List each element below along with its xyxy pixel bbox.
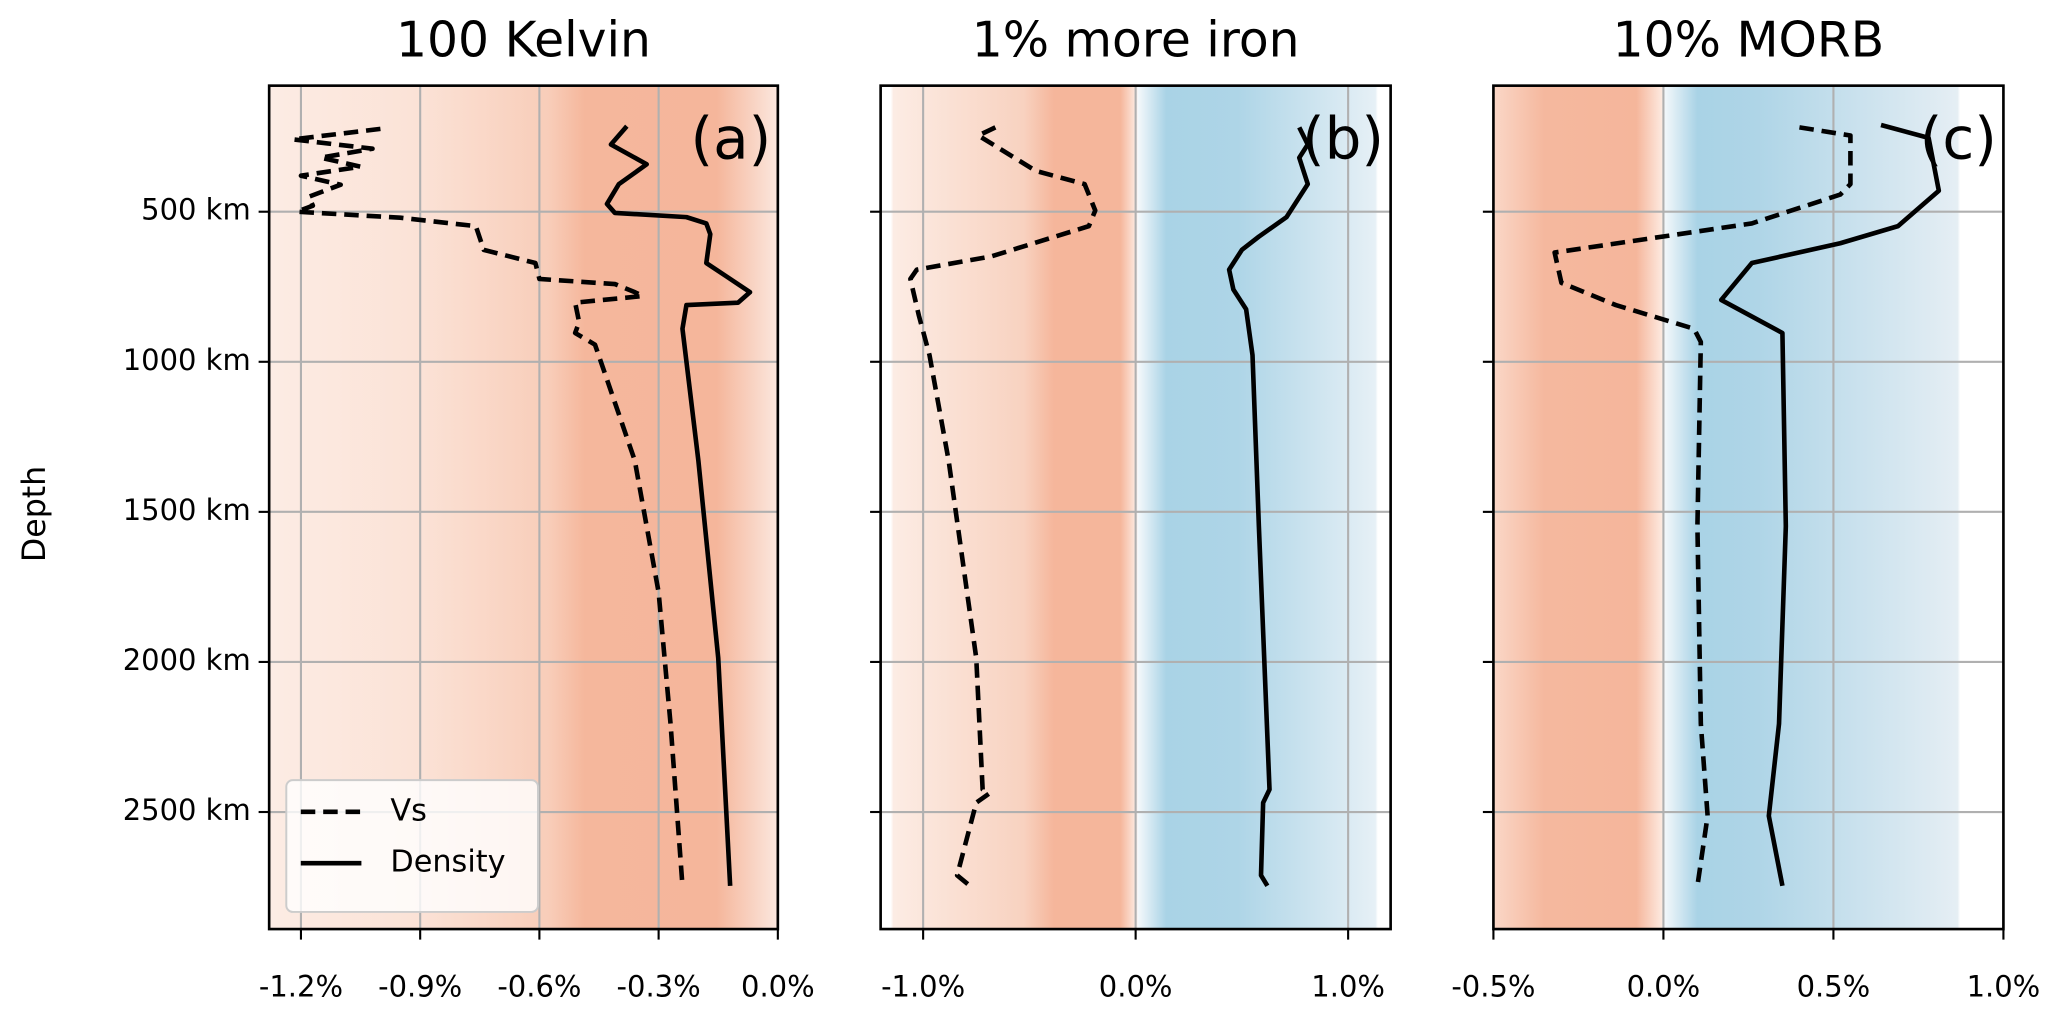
series-line: [1718, 122, 1942, 887]
legend-label: Density: [390, 845, 505, 880]
panel-label: (b): [1302, 104, 1384, 172]
series-line: [1226, 126, 1311, 888]
panel-label: (a): [690, 104, 771, 172]
plot-frame: [879, 84, 1392, 931]
y-tick-label: 2500 km: [123, 793, 251, 827]
legend-label: Vs: [390, 793, 427, 828]
x-tick-label: 0.5%: [1797, 969, 1871, 1003]
x-tick-label: -1.0%: [881, 969, 965, 1003]
chart-title: 1% more iron: [972, 12, 1300, 68]
x-tick-label: -1.2%: [259, 969, 343, 1003]
x-tick-label: 0.0%: [1099, 969, 1173, 1003]
chart-title: 100 Kelvin: [396, 12, 651, 68]
y-tick-label: 1000 km: [123, 343, 251, 377]
plot-frame: [1492, 84, 2005, 931]
x-tick-label: 1.0%: [1967, 969, 2041, 1003]
chart-title: 10% MORB: [1613, 12, 1885, 68]
y-tick-label: 2000 km: [123, 643, 251, 677]
panel-label: (c): [1920, 104, 1997, 172]
x-tick-label: -0.3%: [617, 969, 701, 1003]
x-tick-label: 1.0%: [1311, 969, 1385, 1003]
series-line: [290, 126, 685, 887]
y-tick-label: 1500 km: [123, 493, 251, 527]
series-line: [908, 125, 1098, 888]
series-line: [604, 124, 753, 886]
x-tick-label: 0.0%: [741, 969, 815, 1003]
x-tick-label: 0.0%: [1627, 969, 1701, 1003]
y-tick-label: 500 km: [141, 193, 251, 227]
x-tick-label: -0.9%: [378, 969, 462, 1003]
x-tick-label: -0.5%: [1451, 969, 1535, 1003]
plot-frame: [267, 84, 780, 931]
series-line: [1552, 125, 1853, 887]
x-tick-label: -0.6%: [497, 969, 581, 1003]
y-axis-label: Depth: [17, 466, 53, 562]
